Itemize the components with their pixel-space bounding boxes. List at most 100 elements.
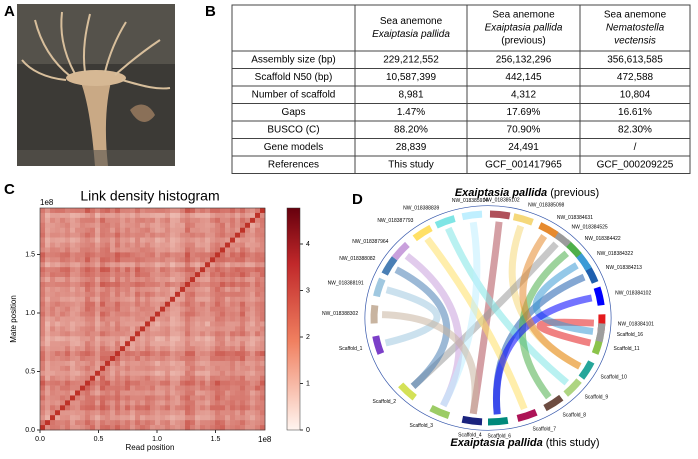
heatmap-cell — [175, 232, 181, 238]
segment-label: NW_018385914 — [452, 198, 488, 204]
heatmap-cell — [145, 311, 151, 317]
heatmap-cell — [75, 370, 81, 377]
heatmap-cell — [105, 356, 111, 362]
heatmap-cell — [95, 296, 101, 303]
heatmap-cell — [160, 375, 166, 381]
heatmap-cell — [215, 227, 221, 233]
heatmap-cell — [150, 380, 156, 386]
heatmap-cell — [60, 286, 66, 293]
heatmap-cell — [195, 331, 201, 337]
heatmap-cell — [135, 341, 141, 347]
heatmap-cell — [100, 395, 106, 401]
heatmap-cell — [205, 420, 211, 426]
heatmap-cell — [150, 321, 156, 327]
heatmap-cell — [85, 232, 91, 238]
heatmap-cell — [240, 247, 246, 253]
heatmap-cell — [115, 237, 121, 243]
heatmap-cell — [40, 405, 46, 411]
heatmap-cell — [140, 306, 146, 312]
heatmap-cell — [200, 212, 206, 219]
heatmap-cell — [75, 232, 81, 238]
arc-segment — [575, 251, 592, 271]
heatmap-cell — [185, 247, 191, 253]
heatmap-cell — [235, 321, 241, 327]
heatmap-cell — [150, 390, 156, 396]
heatmap-cell — [155, 321, 161, 327]
heatmap-cell — [200, 346, 206, 352]
heatmap-cell — [130, 356, 136, 362]
heatmap-cell — [75, 262, 81, 268]
heatmap-cell — [165, 336, 171, 342]
heatmap-cell — [55, 208, 61, 214]
heatmap-cell — [250, 321, 256, 327]
heatmap-cell — [175, 321, 181, 327]
heatmap-cell — [100, 277, 106, 283]
heatmap-cell — [80, 316, 86, 322]
heatmap-cell — [80, 326, 86, 332]
heatmap-cell — [210, 232, 216, 238]
heatmap-cell — [170, 351, 176, 357]
heatmap-cell — [40, 222, 46, 229]
heatmap-cell — [160, 257, 166, 263]
heatmap-cell — [110, 272, 116, 278]
heatmap-cell — [245, 212, 251, 219]
heatmap-cell — [170, 232, 176, 238]
heatmap-cell — [55, 262, 61, 268]
heatmap-cell — [235, 385, 241, 391]
heatmap-cell — [45, 321, 51, 327]
heatmap-cell — [185, 262, 191, 268]
heatmap-cell — [90, 415, 96, 421]
heatmap-cell — [75, 247, 81, 253]
heatmap-cell — [220, 237, 226, 243]
heatmap-cell — [165, 360, 171, 367]
heatmap-cell — [170, 405, 176, 411]
heatmap-cell — [200, 291, 206, 298]
heatmap-cell — [145, 365, 151, 372]
heatmap-cell — [70, 262, 76, 268]
arc-segment — [563, 378, 582, 397]
heatmap-cell — [85, 351, 91, 357]
heatmap-cell — [190, 370, 196, 377]
heatmap-cell — [185, 306, 191, 312]
heatmap-cell — [185, 272, 191, 278]
heatmap-cell — [210, 277, 216, 283]
heatmap-cell — [225, 282, 231, 288]
heatmap-cell — [215, 385, 221, 391]
heatmap-cell — [130, 420, 136, 426]
heatmap-cell — [125, 222, 131, 229]
heatmap-cell — [225, 360, 231, 367]
panel-label: A — [4, 3, 15, 20]
heatmap-cell — [180, 425, 186, 431]
heatmap-cell — [140, 351, 146, 357]
heatmap-cell — [110, 306, 116, 312]
heatmap-cell — [70, 341, 76, 347]
heatmap-cell — [55, 222, 61, 229]
heatmap-cell — [205, 286, 211, 293]
heatmap-cell — [110, 390, 116, 396]
heatmap-cell — [240, 306, 246, 312]
heatmap-cell — [125, 242, 131, 248]
heatmap-cell — [45, 341, 51, 347]
heatmap-cell — [165, 282, 171, 288]
heatmap-cell — [220, 420, 226, 426]
heatmap-cell — [135, 267, 141, 273]
heatmap-cell — [260, 296, 266, 303]
heatmap-cell — [85, 365, 91, 372]
heatmap-cell — [130, 400, 136, 406]
heatmap-cell — [115, 420, 121, 426]
heatmap-cell — [75, 208, 81, 214]
heatmap-cell — [215, 252, 221, 258]
heatmap-cell — [140, 336, 146, 342]
heatmap-cell — [75, 420, 81, 426]
heatmap-cell — [105, 286, 111, 293]
heatmap-cell — [165, 331, 171, 337]
heatmap-cell — [210, 365, 216, 372]
heatmap-cell — [180, 356, 186, 362]
heatmap-cell — [60, 420, 66, 426]
heatmap-cell — [180, 410, 186, 416]
heatmap-cell — [245, 415, 251, 421]
heatmap-cell — [210, 410, 216, 416]
heatmap-cell — [185, 375, 191, 381]
heatmap-cell — [165, 232, 171, 238]
heatmap-cell — [125, 365, 131, 372]
